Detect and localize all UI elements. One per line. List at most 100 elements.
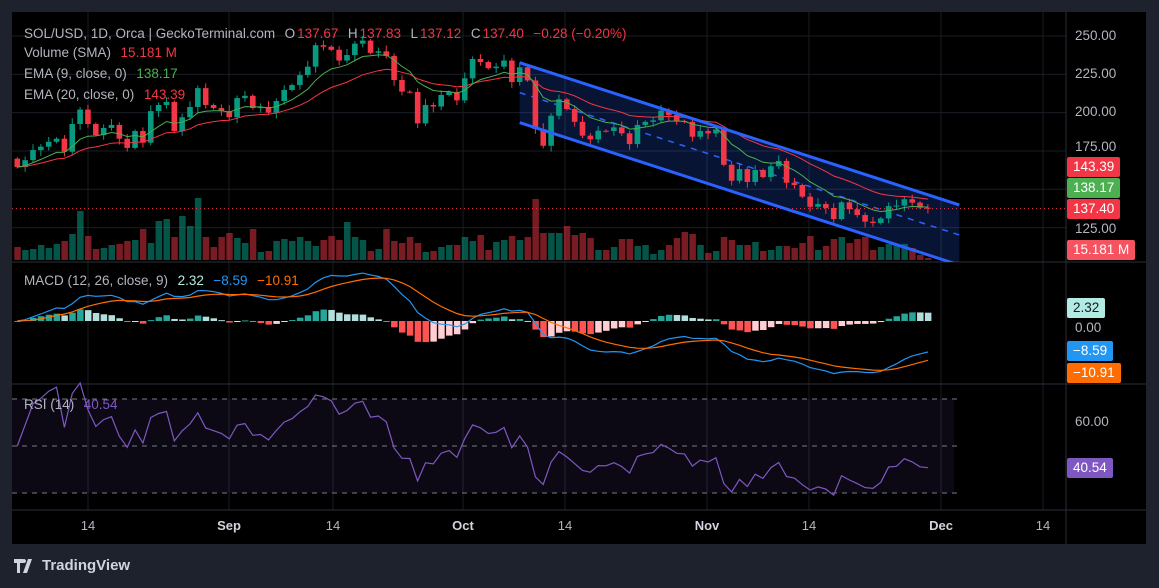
macd-histogram-bar: [398, 321, 406, 333]
volume-bar: [579, 233, 586, 260]
candle-body: [579, 121, 586, 136]
volume-bar: [84, 236, 92, 260]
macd-histogram-bar: [336, 312, 343, 321]
candle: [38, 144, 44, 156]
macd-line-tag: −8.59: [1067, 341, 1114, 361]
candle-body: [548, 115, 554, 146]
candle: [540, 123, 547, 149]
candle-body: [564, 99, 570, 109]
volume-bar: [681, 232, 689, 260]
candle: [132, 129, 138, 150]
volume-bar: [634, 246, 641, 260]
volume-bar: [328, 236, 335, 260]
volume-bar: [610, 247, 618, 260]
candle: [438, 90, 444, 111]
open-label: O: [284, 26, 296, 41]
volume-bar: [877, 247, 885, 260]
candle-body: [556, 99, 562, 116]
macd-histogram-bar: [767, 321, 775, 328]
macd-histogram-bar: [289, 320, 296, 322]
volume-bar: [854, 239, 861, 260]
volume-bar: [147, 243, 155, 260]
candle: [399, 75, 405, 96]
macd-histogram-bar: [194, 315, 202, 321]
candle: [375, 47, 382, 58]
candle-body: [195, 88, 201, 107]
macd-histogram-bar: [563, 321, 571, 332]
close-value: 137.40: [482, 26, 524, 41]
macd-histogram-bar: [579, 321, 586, 334]
candle: [509, 57, 515, 88]
macd-histogram-bar: [147, 320, 155, 322]
macd-histogram-bar: [241, 320, 249, 322]
volume-bar: [752, 242, 759, 260]
candle: [705, 128, 711, 140]
candle: [45, 137, 52, 151]
candle: [93, 122, 99, 137]
volume-tag: 15.181 M: [1067, 240, 1136, 260]
macd-histogram-bar: [273, 321, 280, 324]
volume-bar: [414, 243, 422, 260]
low-value: 137.12: [420, 26, 462, 41]
macd-histogram-bar: [807, 321, 814, 329]
candle: [147, 105, 154, 146]
candle-body: [69, 123, 76, 152]
macd-histogram-bar: [446, 321, 453, 336]
candle-body: [108, 124, 115, 128]
time-tick: Sep: [217, 518, 241, 533]
candle: [603, 129, 609, 133]
candle-body: [234, 98, 240, 118]
candle: [422, 99, 429, 126]
macd-signal-tag: −10.91: [1067, 363, 1121, 383]
volume-bar: [398, 243, 406, 260]
candle: [53, 137, 60, 144]
ema20-value: 143.39: [143, 87, 186, 102]
macd-legend[interactable]: MACD (12, 26, close, 9) 2.32 −8.59 −10.9…: [24, 273, 301, 289]
volume-bar: [587, 238, 594, 260]
candle-body: [100, 127, 107, 136]
macd-histogram-bar: [124, 321, 131, 322]
candle-body: [870, 221, 876, 224]
time-tick: 14: [1035, 518, 1051, 533]
candle: [878, 216, 884, 225]
candle: [689, 118, 696, 142]
candle: [516, 62, 523, 86]
ema9-legend[interactable]: EMA (9, close, 0) 138.17: [24, 66, 180, 82]
volume-value: 15.181 M: [120, 45, 177, 60]
candle: [799, 183, 806, 199]
candle-body: [250, 95, 256, 109]
volume-bar: [618, 239, 626, 260]
candle-body: [705, 131, 711, 134]
candle-body: [461, 78, 468, 101]
ema20-legend[interactable]: EMA (20, close, 0) 143.39: [24, 87, 187, 103]
candle-body: [93, 123, 99, 136]
candle: [854, 203, 861, 218]
candle: [289, 83, 295, 92]
tradingview-logo[interactable]: TradingView: [14, 557, 130, 574]
chart-area[interactable]: [12, 12, 1146, 544]
volume-legend[interactable]: Volume (SMA) 15.181 M: [24, 45, 179, 61]
symbol-info[interactable]: SOL/USD, 1D, Orca | GeckoTerminal.com: [24, 26, 276, 41]
macd-histogram-bar: [736, 321, 743, 331]
candle: [650, 116, 656, 127]
volume-bar: [815, 250, 822, 260]
candle: [744, 166, 751, 188]
volume-bar: [391, 241, 398, 260]
candle-body: [336, 49, 342, 61]
macd-histogram-bar: [257, 321, 265, 323]
candle-body: [430, 104, 437, 107]
macd-histogram-bar: [705, 319, 712, 321]
macd-histogram-bar: [634, 321, 641, 325]
candle: [407, 90, 413, 94]
candle-body: [320, 45, 327, 47]
price-pane: [12, 35, 1066, 262]
macd-histogram-bar: [367, 317, 375, 321]
macd-histogram-bar: [92, 312, 100, 321]
candle: [179, 113, 185, 136]
candle-body: [736, 169, 743, 181]
open-value: 137.67: [297, 26, 339, 41]
rsi-legend[interactable]: RSI (14) 40.54: [24, 397, 120, 413]
volume-bar: [359, 240, 367, 260]
rsi-label: RSI (14): [24, 397, 75, 412]
